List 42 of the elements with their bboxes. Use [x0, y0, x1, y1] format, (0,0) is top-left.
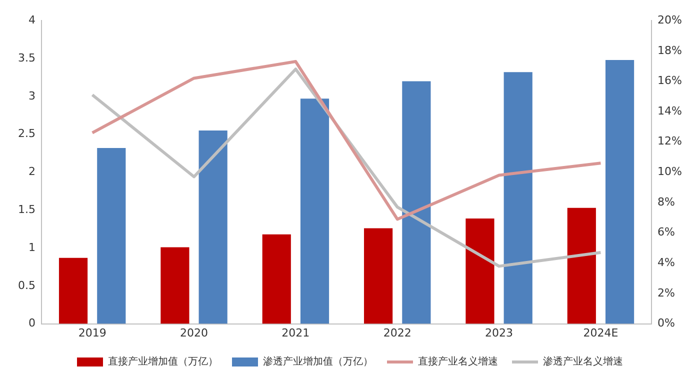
y-tick-label: 3.5: [18, 51, 36, 64]
y-tick-label: 2: [28, 165, 36, 178]
x-tick-label: 2021: [282, 326, 310, 340]
x-tick-label: 2024E: [583, 326, 618, 340]
x-tick-label: 2022: [383, 326, 412, 340]
bar: [402, 81, 431, 324]
y2-tick-label: 20%: [658, 13, 682, 26]
legend-label: 直接产业名义增速: [418, 356, 498, 368]
legend-label: 渗透产业名义增速: [543, 356, 623, 368]
y-tick-label: 1: [28, 240, 36, 254]
bar: [300, 98, 330, 324]
bar: [567, 208, 596, 324]
y2-tick-label: 8%: [658, 195, 676, 208]
legend-label: 直接产业增加值（万亿）: [108, 356, 218, 368]
y-tick-label: 4: [28, 13, 36, 26]
x-tick-label: 2023: [485, 326, 514, 340]
bar: [160, 247, 190, 324]
x-tick-label: 2020: [180, 326, 208, 340]
bar: [97, 148, 126, 324]
y-tick-label: 0.5: [18, 278, 36, 292]
y2-tick-label: 0%: [658, 316, 676, 330]
bar: [262, 234, 291, 324]
bar: [466, 218, 494, 324]
legend-label: 渗透产业增加值（万亿）: [263, 356, 373, 368]
y2-tick-label: 18%: [658, 44, 682, 57]
bar: [504, 72, 532, 324]
y-tick-label: 0: [28, 316, 36, 330]
y-tick-label: 2.5: [18, 127, 36, 140]
x-tick-label: 2019: [78, 326, 106, 340]
bar: [364, 228, 393, 324]
y2-tick-label: 10%: [658, 165, 682, 178]
y-tick-label: 3: [28, 89, 36, 102]
y2-tick-label: 16%: [658, 74, 682, 88]
y2-tick-label: 2%: [658, 286, 676, 300]
bar: [605, 60, 634, 324]
y2-tick-label: 12%: [658, 134, 682, 148]
y2-tick-label: 4%: [658, 256, 676, 270]
y-tick-label: 1.5: [18, 202, 36, 216]
bar: [58, 258, 88, 324]
y2-tick-label: 6%: [658, 226, 676, 239]
y2-tick-label: 14%: [658, 104, 682, 118]
bar: [198, 130, 228, 324]
